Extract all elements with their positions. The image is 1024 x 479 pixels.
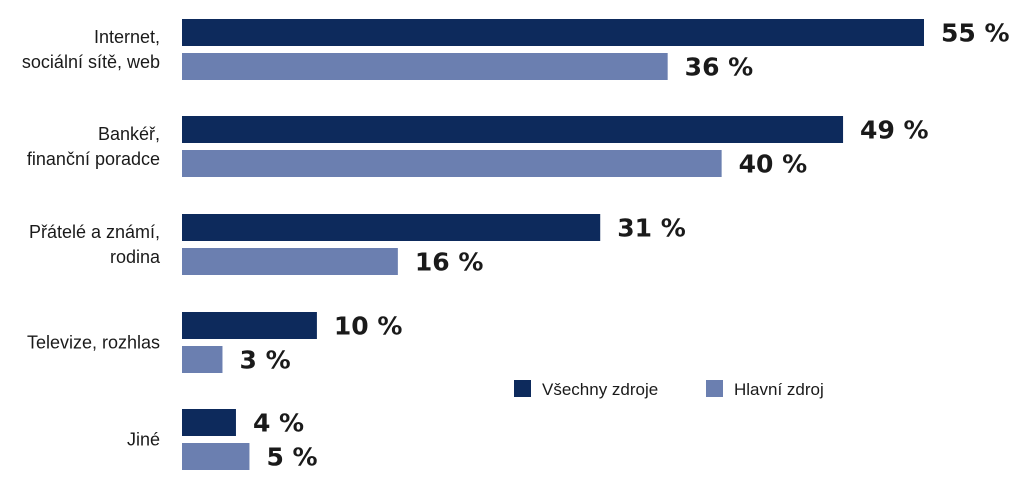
value-labels: 55 % 36 % 49 % 40 % 31 % 16 % 10 % 3 % 4 % 5 % (239, 19, 1009, 472)
category-label: Internet, (94, 27, 160, 47)
category-label: Bankéř, (98, 124, 160, 144)
bar-value-label: 31 % (617, 214, 686, 243)
bar-main-source (182, 53, 668, 80)
bar-value-label: 40 % (739, 150, 808, 179)
bars (182, 19, 924, 470)
legend-swatch (706, 380, 723, 397)
category-label: rodina (110, 247, 161, 267)
bar-value-label: 36 % (685, 53, 754, 82)
bar-value-label: 3 % (239, 346, 290, 375)
bar-all-sources (182, 19, 924, 46)
category-label: Televize, rozhlas (27, 333, 160, 353)
category-label: Jiné (127, 430, 160, 450)
bar-value-label: 55 % (941, 19, 1010, 48)
legend: Všechny zdroje Hlavní zdroj (514, 380, 824, 399)
bar-value-label: 10 % (334, 312, 403, 341)
bar-all-sources (182, 116, 844, 143)
category-label: sociální sítě, web (22, 52, 160, 72)
bar-value-label: 16 % (415, 248, 484, 277)
bar-main-source (182, 248, 398, 275)
category-label: finanční poradce (27, 149, 160, 169)
legend-swatch (514, 380, 531, 397)
bar-value-label: 49 % (860, 116, 929, 145)
category-labels: Internet, sociální sítě, web Bankéř, finanč… (22, 27, 161, 450)
bar-all-sources (182, 214, 601, 241)
bar-all-sources (182, 409, 236, 436)
bar-main-source (182, 150, 722, 177)
legend-label: Hlavní zdroj (734, 380, 824, 399)
category-label: Přátelé a známí, (29, 222, 160, 242)
bar-all-sources (182, 312, 317, 339)
bar-main-source (182, 443, 250, 470)
legend-label: Všechny zdroje (542, 380, 658, 399)
bar-main-source (182, 346, 223, 373)
bar-value-label: 4 % (253, 409, 304, 438)
bar-value-label: 5 % (266, 443, 317, 472)
